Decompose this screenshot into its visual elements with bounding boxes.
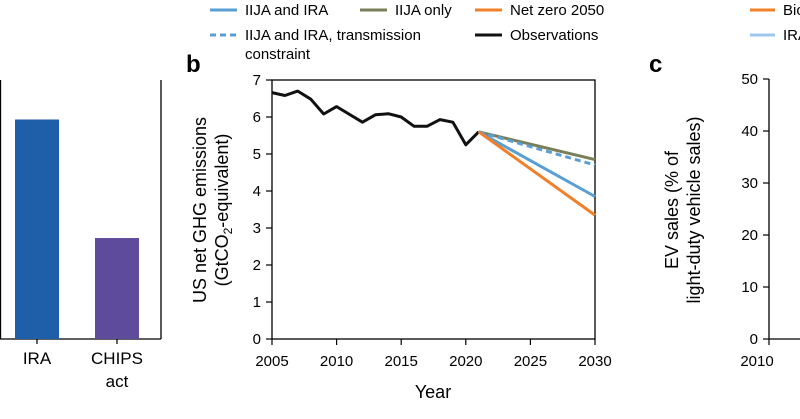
legend-label-transmission-line2: constraint: [245, 46, 311, 63]
panel-b-ylabel-line1: US net GHG emissions: [190, 117, 210, 303]
panel-c-ytick-label-20: 20: [741, 227, 758, 244]
panel-b-xtick-label-2025: 2025: [514, 353, 547, 370]
panel-c-xtick-label-2010: 2010: [740, 353, 773, 370]
panel-c-ylabel-line1: EV sales (% of: [662, 150, 682, 269]
panel-b-ytick-label-1: 1: [253, 294, 261, 311]
series-iija-and-ira-transmission-constraint: [478, 130, 596, 167]
panel-b-xlabel: Year: [415, 382, 451, 402]
legend-label-iija-and-ira: IIJA and IRA: [245, 2, 328, 19]
panel-b-ytick-label-5: 5: [253, 146, 261, 163]
panel-a-category-ira: IRA: [23, 349, 52, 368]
panel-c-ytick-label-50: 50: [741, 71, 758, 88]
panel-c-ylabel-line2: light-duty vehicle sales): [684, 116, 704, 303]
legend-label-net-zero-2050: Net zero 2050: [510, 2, 604, 19]
panel-b-frame: [271, 79, 596, 340]
right-legend-label-ira: IRA: [783, 27, 800, 44]
right-legend: Bio IRA: [750, 2, 800, 44]
series-iija-only: [478, 130, 596, 162]
legend-label-transmission: IIJA and IRA, transmission: [245, 27, 421, 44]
panel-a-bar-chart: IRA CHIPS act: [0, 80, 162, 391]
panel-c-ytick-label-10: 10: [741, 279, 758, 296]
panel-b-ytick-label-2: 2: [253, 257, 261, 274]
panel-b-ytick-label-3: 3: [253, 220, 261, 237]
panel-c-ytick-label-40: 40: [741, 123, 758, 140]
bar-chips-act: [95, 238, 139, 339]
series-observations: [271, 89, 480, 147]
panel-c-ytick-label-30: 30: [741, 175, 758, 192]
panel-b-xtick-label-2005: 2005: [255, 353, 288, 370]
panel-b-xtick-label-2015: 2015: [385, 353, 418, 370]
legend-label-iija-only: IIJA only: [395, 2, 452, 19]
series-iija-and-ira: [477, 130, 596, 198]
panel-b-xtick-label-2030: 2030: [578, 353, 611, 370]
right-legend-label-bio: Bio: [783, 2, 800, 19]
panel-b-ylabel-line2: (GtCO2-equivalent): [212, 134, 235, 287]
panel-c-label: c: [649, 51, 662, 78]
series-net-zero-2050: [477, 130, 596, 217]
panel-b-ytick-label-6: 6: [253, 109, 261, 126]
panel-a-category-chips-line2: act: [106, 372, 129, 391]
panel-b-xtick-label-2010: 2010: [320, 353, 353, 370]
panel-c-line-chart: c 0 10 20 30 40 50 2010 EV sales (% of light-…: [649, 51, 800, 370]
panel-b-ytick-label-7: 7: [253, 72, 261, 89]
panel-b-line-chart: b 0 1 2 3 4 5 6 7 2005 2010 2015 2020 2025 2030 Year…: [186, 51, 612, 402]
panel-b-xtick-label-2020: 2020: [449, 353, 482, 370]
panel-c-ytick-label-0: 0: [750, 331, 758, 348]
panel-b-ytick-label-0: 0: [253, 331, 261, 348]
legend-label-observations: Observations: [510, 27, 598, 44]
bar-ira: [15, 119, 59, 339]
panel-a-category-chips-line1: CHIPS: [91, 349, 143, 368]
panel-b-label: b: [186, 51, 201, 78]
panel-b-ytick-label-4: 4: [253, 183, 261, 200]
legend: IIJA and IRA IIJA only Net zero 2050 IIJ…: [210, 2, 604, 63]
